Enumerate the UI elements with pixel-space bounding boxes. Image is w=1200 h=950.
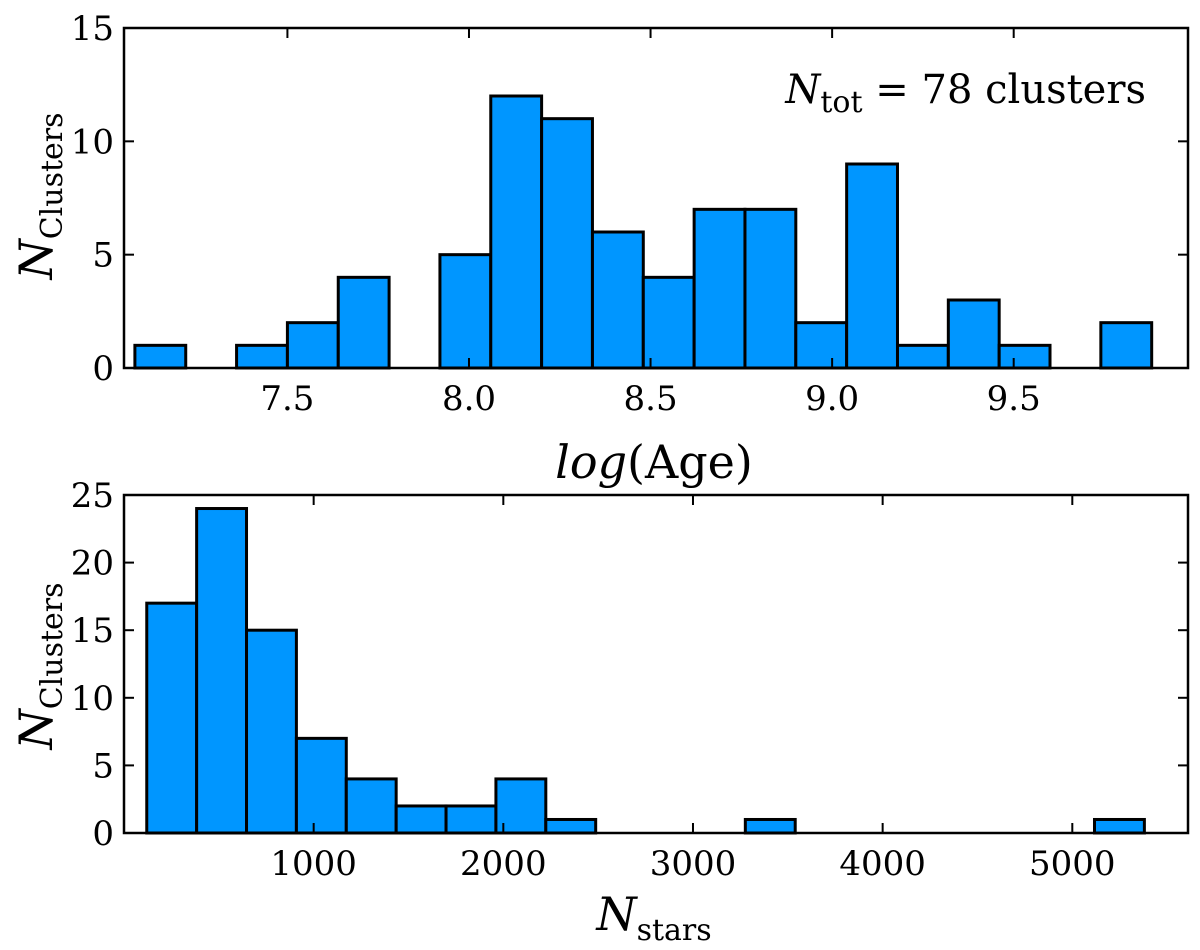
- age-histogram-bar: [235, 343, 289, 370]
- stars-histogram-xlabel: Nstars: [595, 887, 711, 948]
- stars-histogram-ytick-label: 5: [92, 746, 114, 786]
- stars-histogram-bar: [444, 804, 498, 835]
- age-histogram-bar: [438, 253, 493, 370]
- age-histogram-xtick-label: 8.0: [442, 379, 496, 419]
- stars-histogram-xtick-label: 1000: [270, 844, 357, 884]
- age-histogram-bar: [133, 343, 188, 370]
- age-histogram-bar: [1099, 321, 1154, 370]
- age-histogram-frame: [122, 26, 1190, 370]
- age-histogram-bar: [794, 321, 849, 370]
- stars-histogram-xtick-label: 2000: [460, 844, 547, 884]
- age-histogram-bar: [946, 298, 1001, 370]
- age-histogram-xtick-label: 8.5: [624, 379, 678, 419]
- stars-histogram-ytick-label: 15: [71, 611, 114, 651]
- age-histogram-bar: [540, 117, 594, 370]
- age-histogram-bar: [845, 162, 899, 370]
- age-histogram-bar: [285, 321, 340, 370]
- age-histogram-xtick-label: 7.5: [260, 379, 314, 419]
- age-histogram-bar: [895, 343, 950, 370]
- age-histogram-bar: [997, 343, 1052, 370]
- stars-histogram-xtick-label: 5000: [1029, 844, 1116, 884]
- age-histogram-ytick-label: 0: [92, 349, 114, 389]
- stars-histogram-bar: [294, 736, 348, 835]
- total-clusters-annotation: Ntot = 78 clusters: [784, 67, 1146, 120]
- age-histogram-xtick-label: 9.0: [805, 379, 859, 419]
- stars-histogram-xtick-label: 4000: [839, 844, 926, 884]
- age-histogram-panel: 7.5 8.0 8.5 9.0 9.5 0 5 10 15 log(Age) NClusters…: [9, 9, 1190, 489]
- stars-histogram-tick-labels: 1000 2000 3000 4000 5000 0 5 10 15 20 25: [71, 476, 1116, 884]
- age-histogram-ytick-label: 10: [71, 122, 114, 162]
- stars-histogram-bars: [145, 507, 1146, 835]
- age-histogram-ytick-label: 15: [71, 9, 114, 49]
- stars-histogram-panel: 1000 2000 3000 4000 5000 0 5 10 15 20 25 Nstars NC…: [9, 476, 1190, 948]
- stars-histogram-frame: [122, 493, 1190, 835]
- stars-histogram-ylabel: NClusters: [9, 582, 70, 750]
- age-histogram-ytick-label: 5: [92, 236, 114, 276]
- age-histogram-xlabel: log(Age): [555, 435, 753, 489]
- age-histogram-bar: [336, 275, 391, 370]
- stars-histogram-bar: [1092, 817, 1146, 835]
- stars-histogram-bar: [743, 817, 797, 835]
- stars-histogram-ytick-label: 25: [71, 476, 114, 516]
- stars-histogram-bar: [544, 817, 598, 835]
- stars-histogram-bar: [195, 507, 249, 835]
- age-histogram-bar: [590, 230, 645, 370]
- stars-histogram-ytick-label: 0: [92, 814, 114, 854]
- age-histogram-bar: [489, 94, 544, 370]
- stars-histogram-ytick-label: 20: [71, 544, 114, 584]
- stars-histogram-bar: [394, 804, 448, 835]
- stars-histogram-ytick-label: 10: [71, 679, 114, 719]
- stars-histogram-xtick-label: 3000: [650, 844, 737, 884]
- age-histogram-bars: [133, 94, 1154, 370]
- age-histogram-bar: [743, 207, 798, 370]
- stars-histogram-bar: [145, 601, 199, 835]
- age-histogram-bar: [641, 275, 696, 370]
- stars-histogram-bar: [344, 777, 398, 835]
- stars-histogram-bar: [245, 628, 298, 835]
- age-histogram-ylabel: NClusters: [9, 112, 70, 280]
- age-histogram-bar: [692, 207, 747, 370]
- age-histogram-xtick-label: 9.5: [987, 379, 1041, 419]
- age-histogram-tick-labels: 7.5 8.0 8.5 9.0 9.5 0 5 10 15: [71, 9, 1041, 419]
